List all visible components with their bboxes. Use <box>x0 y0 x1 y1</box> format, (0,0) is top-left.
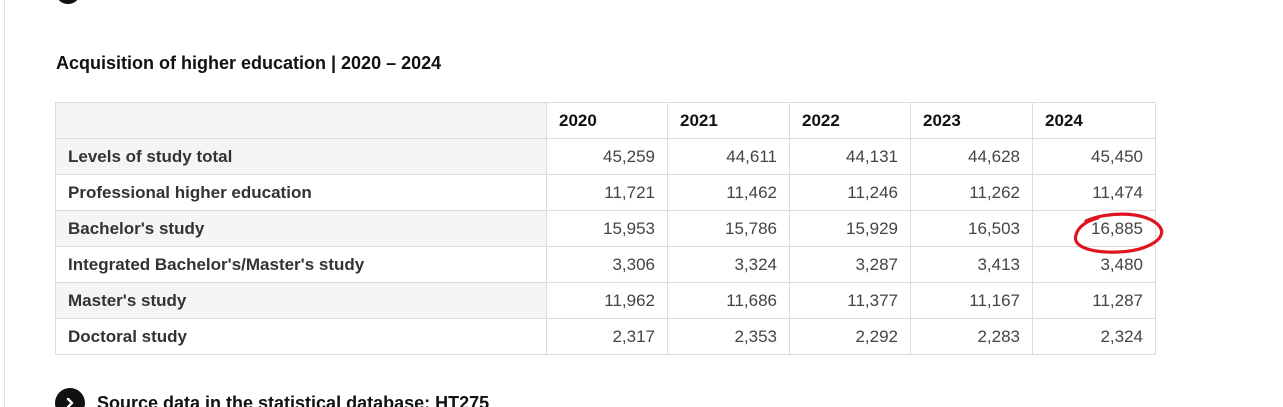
row-label: Bachelor's study <box>55 210 547 247</box>
value-cell: 2,353 <box>667 318 790 355</box>
row-label: Professional higher education <box>55 174 547 211</box>
table-row: Doctoral study 2,317 2,353 2,292 2,283 2… <box>55 318 1156 355</box>
value-cell: 3,306 <box>546 246 668 283</box>
value-cell: 11,474 <box>1032 174 1156 211</box>
value-cell: 11,262 <box>910 174 1033 211</box>
table-row: Levels of study total 45,259 44,611 44,1… <box>55 138 1156 175</box>
value-cell: 15,929 <box>789 210 911 247</box>
value-cell: 44,611 <box>667 138 790 175</box>
value-cell: 15,786 <box>667 210 790 247</box>
row-label: Master's study <box>55 282 547 319</box>
header-row: 2020 2021 2022 2023 2024 <box>55 102 1156 139</box>
table-row: Master's study 11,962 11,686 11,377 11,1… <box>55 282 1156 319</box>
value-cell: 11,377 <box>789 282 911 319</box>
value-cell: 11,686 <box>667 282 790 319</box>
value-cell: 44,131 <box>789 138 911 175</box>
value-cell: 11,246 <box>789 174 911 211</box>
value-cell: 11,287 <box>1032 282 1156 319</box>
source-link[interactable]: Source data in the statistical database:… <box>55 388 489 407</box>
left-border <box>4 0 5 407</box>
source-link-text[interactable]: Source data in the statistical database:… <box>97 392 490 407</box>
value-cell: 2,283 <box>910 318 1033 355</box>
year-header: 2022 <box>789 102 911 139</box>
value-cell: 44,628 <box>910 138 1033 175</box>
highlighted-value-cell: 16,885 <box>1032 210 1156 247</box>
year-header: 2023 <box>910 102 1033 139</box>
value-cell: 11,962 <box>546 282 668 319</box>
table-row: Bachelor's study 15,953 15,786 15,929 16… <box>55 210 1156 247</box>
value-cell: 3,413 <box>910 246 1033 283</box>
data-table: 2020 2021 2022 2023 2024 Levels of study… <box>55 102 1156 355</box>
row-label: Integrated Bachelor's/Master's study <box>55 246 547 283</box>
table-title: Acquisition of higher education | 2020 –… <box>56 53 442 73</box>
row-label: Doctoral study <box>55 318 547 355</box>
row-label: Levels of study total <box>55 138 547 175</box>
value-cell: 11,167 <box>910 282 1033 319</box>
value-cell: 15,953 <box>546 210 668 247</box>
table-row: Professional higher education 11,721 11,… <box>55 174 1156 211</box>
circle-icon <box>57 0 79 4</box>
value-cell: 2,324 <box>1032 318 1156 355</box>
value-cell: 2,292 <box>789 318 911 355</box>
value-cell: 2,317 <box>546 318 668 355</box>
year-header: 2020 <box>546 102 668 139</box>
value-cell: 45,259 <box>546 138 668 175</box>
table-row: Integrated Bachelor's/Master's study 3,3… <box>55 246 1156 283</box>
year-header: 2021 <box>667 102 790 139</box>
value-cell: 45,450 <box>1032 138 1156 175</box>
value-cell: 3,480 <box>1032 246 1156 283</box>
value-cell: 16,503 <box>910 210 1033 247</box>
value-cell: 3,287 <box>789 246 911 283</box>
value-cell: 3,324 <box>667 246 790 283</box>
header-corner <box>55 102 547 139</box>
value-cell: 11,462 <box>667 174 790 211</box>
year-header: 2024 <box>1032 102 1156 139</box>
chevron-right-icon <box>55 388 85 407</box>
value-cell: 11,721 <box>546 174 668 211</box>
